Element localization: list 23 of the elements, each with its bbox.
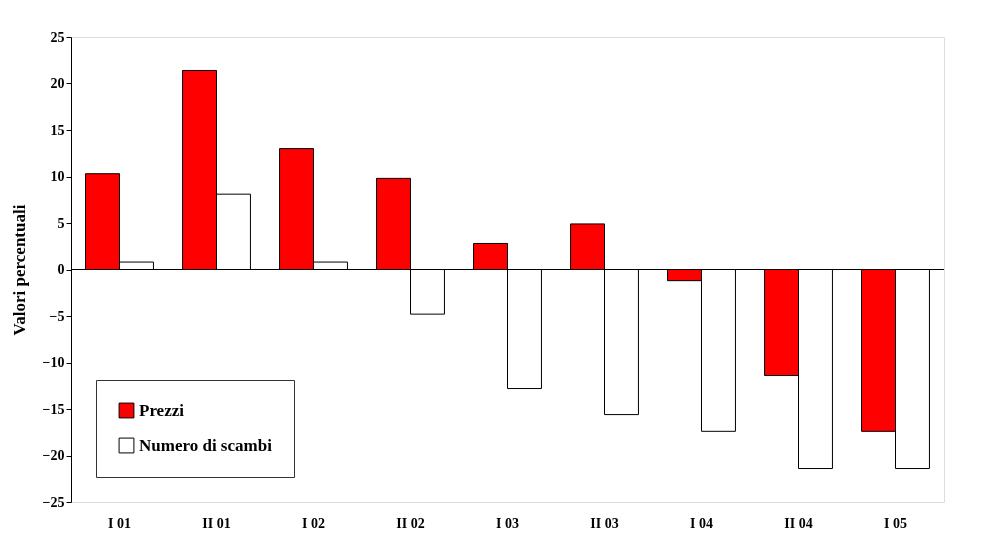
- x-tick-label: I 02: [302, 515, 325, 531]
- y-tick-label: −5: [49, 308, 65, 324]
- x-tick-label: I 01: [108, 515, 131, 531]
- y-tick-label: −10: [42, 355, 65, 370]
- y-tick-label: 25: [50, 29, 65, 45]
- y-tick-label: −20: [42, 448, 65, 463]
- y-tick-label: 5: [57, 215, 65, 231]
- legend-label: Numero di scambi: [139, 435, 273, 455]
- legend-label: Prezzi: [139, 400, 185, 420]
- y-tick-label: −15: [42, 401, 65, 417]
- y-axis-title: Valori percentuali: [9, 204, 29, 336]
- x-tick-label: I 05: [884, 515, 907, 531]
- x-tick-label: II 02: [396, 515, 425, 531]
- x-tick-label: I 04: [690, 515, 713, 531]
- x-tick-label: I 03: [496, 515, 519, 531]
- x-tick-label: II 01: [202, 515, 231, 531]
- y-tick-label: 20: [50, 76, 65, 91]
- x-tick-label: II 03: [590, 515, 619, 531]
- y-tick-label: 15: [50, 122, 65, 138]
- y-tick-label: −25: [42, 494, 65, 510]
- y-tick-label: 10: [50, 169, 65, 184]
- x-tick-label: II 04: [784, 515, 813, 531]
- y-tick-label: 0: [57, 262, 65, 277]
